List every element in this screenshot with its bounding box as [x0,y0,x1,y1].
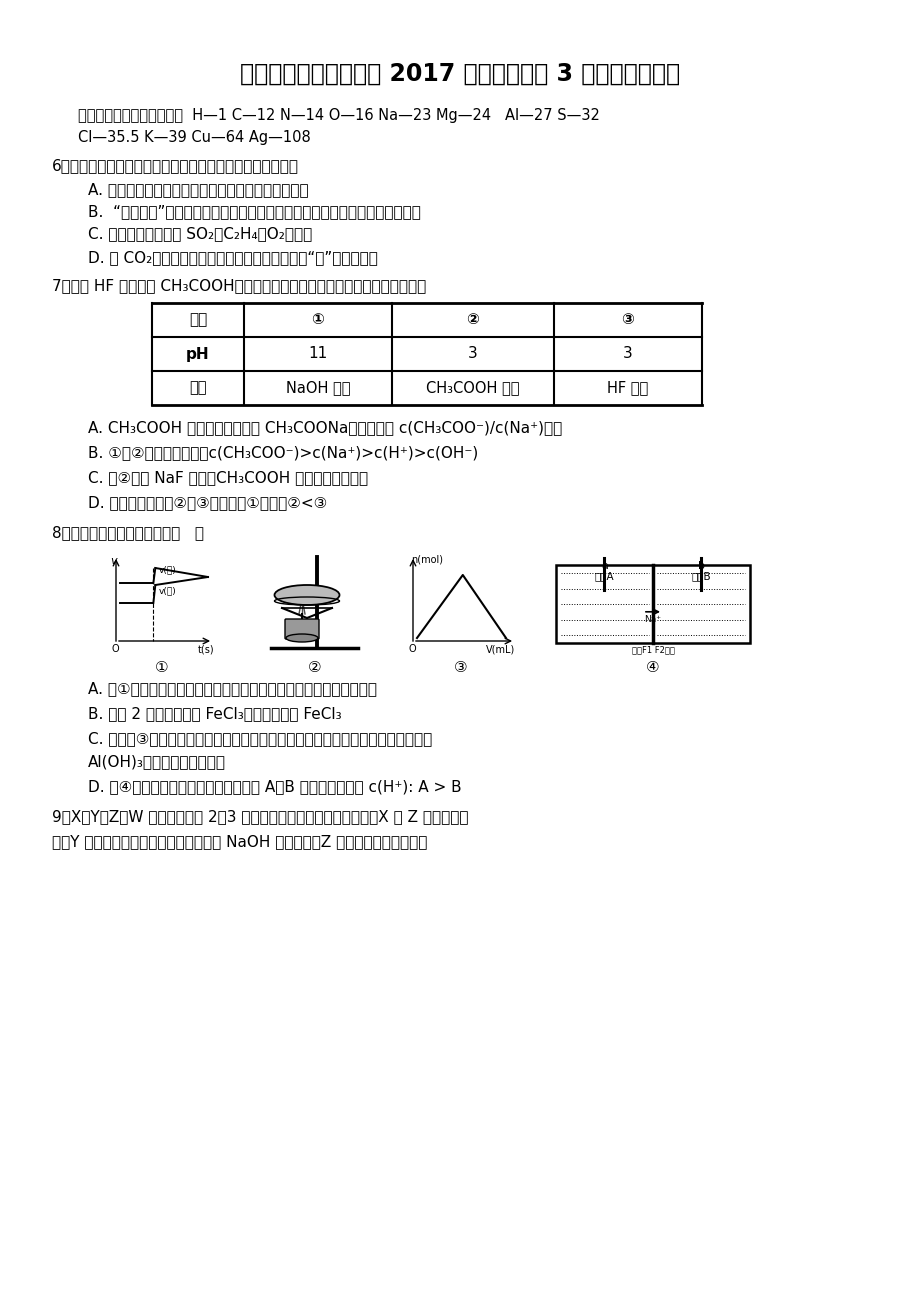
Text: A. CH₃COOH 稀溶液中加入少量 CH₃COONa，能使比值 c(CH₃COO⁻)/c(Na⁺)增大: A. CH₃COOH 稀溶液中加入少量 CH₃COONa，能使比值 c(CH₃C… [88,421,562,435]
Text: a: a [600,561,607,572]
Text: n(mol): n(mol) [411,555,443,565]
Text: HF 溶液: HF 溶液 [607,380,648,396]
Text: 3: 3 [468,346,477,362]
Text: 溶液A: 溶液A [594,572,614,581]
Text: 阳极F1 F2阴极: 阳极F1 F2阴极 [630,644,674,654]
Text: O: O [409,644,416,654]
Ellipse shape [274,585,339,605]
Text: 可能用到的相对原子质量：  H—1 C—12 N—14 O—16 Na—23 Mg—24   Al—27 S—32: 可能用到的相对原子质量： H—1 C—12 N—14 O—16 Na—23 Mg… [78,108,599,122]
Text: CH₃COOH 溶液: CH₃COOH 溶液 [425,380,519,396]
Text: ②: ② [466,312,479,328]
Text: ③: ③ [453,660,467,674]
Text: ①: ① [155,660,168,674]
Text: Cl—35.5 K—39 Cu—64 Ag—108: Cl—35.5 K—39 Cu—64 Ag—108 [78,130,311,145]
Text: t(s): t(s) [198,644,214,655]
Text: A. 图①可以表示对某化学平衡体系改变温度后反应速率随时间的变化: A. 图①可以表示对某化学平衡体系改变温度后反应速率随时间的变化 [88,681,377,697]
Text: B.  “神州七号”的防护层中含聚四氟乙烯，制备聚四氟乙烯的单体属于不饱和烃: B. “神州七号”的防护层中含聚四氟乙烯，制备聚四氟乙烯的单体属于不饱和烃 [88,204,420,219]
Text: 编号: 编号 [188,312,207,328]
Text: 溶液: 溶液 [189,380,207,396]
Text: NaOH 溶液: NaOH 溶液 [286,380,350,396]
Text: A. 由石油制取乙烯、丙烯等化工原料不涉及化学变化: A. 由石油制取乙烯、丙烯等化工原料不涉及化学变化 [88,182,308,197]
Text: 族，Y 元素的单质既能与盐酸反应也能与 NaOH 溶液反应，Z 原子的最外层电子数是: 族，Y 元素的单质既能与盐酸反应也能与 NaOH 溶液反应，Z 原子的最外层电子… [52,835,427,849]
Text: ④: ④ [645,660,659,674]
FancyBboxPatch shape [285,618,319,639]
Text: ③: ③ [621,312,634,328]
Bar [555,565,749,643]
Text: b: b [698,561,704,572]
Text: pH: pH [186,346,210,362]
Text: 溶液B: 溶液B [691,572,710,581]
Text: V(mL): V(mL) [485,644,515,655]
Text: O: O [112,644,119,654]
Text: 11: 11 [308,346,327,362]
Text: B. 用图 2 所示装置蒸发 FeCl₃溶液制备无水 FeCl₃: B. 用图 2 所示装置蒸发 FeCl₃溶液制备无水 FeCl₃ [88,706,341,721]
Text: ①: ① [312,312,324,328]
Text: 8、下列各图与表述一致的是（   ）: 8、下列各图与表述一致的是（ ） [52,525,204,540]
Text: D. 图④电解饱和食盐水的装置中，溶液 A、B 中由水电离出的 c(H⁺): A > B: D. 图④电解饱和食盐水的装置中，溶液 A、B 中由水电离出的 c(H⁺): A… [88,779,461,794]
Text: D. 用 CO₂合成可降解的聚碳酸酯塑料，可以实现“碳”的循环利用: D. 用 CO₂合成可降解的聚碳酸酯塑料，可以实现“碳”的循环利用 [88,250,378,266]
Text: D. 中和相同体积的②、③，需消耗①的体积②<③: D. 中和相同体积的②、③，需消耗①的体积②<③ [88,495,327,510]
Text: 6、化学与生产、生活、科技等密切相关，下列说法正确的是: 6、化学与生产、生活、科技等密切相关，下列说法正确的是 [52,158,299,173]
Ellipse shape [286,634,318,642]
Text: C. 浓硫酸可用于干燥 SO₂、C₂H₄、O₂等气体: C. 浓硫酸可用于干燥 SO₂、C₂H₄、O₂等气体 [88,227,312,241]
Text: v: v [110,556,117,566]
Text: 北京市西城区重点中学 2017 届高三下学期 3 月练习化学试题: 北京市西城区重点中学 2017 届高三下学期 3 月练习化学试题 [240,62,679,86]
Text: C. 曲线图③可以表示向一定量的明矾溶液中逐滴滴加一定浓度氢氧化钡溶液时产生: C. 曲线图③可以表示向一定量的明矾溶液中逐滴滴加一定浓度氢氧化钡溶液时产生 [88,730,432,746]
Text: Al(OH)₃沉淀的物质的量变化: Al(OH)₃沉淀的物质的量变化 [88,754,226,769]
Text: v(正): v(正) [158,586,176,595]
Text: B. ①、②等体积混合后：c(CH₃COO⁻)>c(Na⁺)>c(H⁺)>c(OH⁻): B. ①、②等体积混合后：c(CH₃COO⁻)>c(Na⁺)>c(H⁺)>c(O… [88,445,478,460]
Text: 3: 3 [622,346,632,362]
Text: 9、X、Y、Z、W 是分别位于第 2、3 周期的元素，原子序数依次递增。X 与 Z 位于同一主: 9、X、Y、Z、W 是分别位于第 2、3 周期的元素，原子序数依次递增。X 与 … [52,809,468,824]
Text: v(逆): v(逆) [158,565,176,574]
Text: 7、已知 HF 酸性强于 CH₃COOH，常温下有下列三种溶液。有关叙述不正确的是: 7、已知 HF 酸性强于 CH₃COOH，常温下有下列三种溶液。有关叙述不正确的… [52,279,425,293]
Text: Na⁺: Na⁺ [644,615,661,624]
Text: ②: ② [307,660,321,674]
Text: C. 向②加入 NaF 固体，CH₃COOH 电离平衡正向移动: C. 向②加入 NaF 固体，CH₃COOH 电离平衡正向移动 [88,470,368,486]
